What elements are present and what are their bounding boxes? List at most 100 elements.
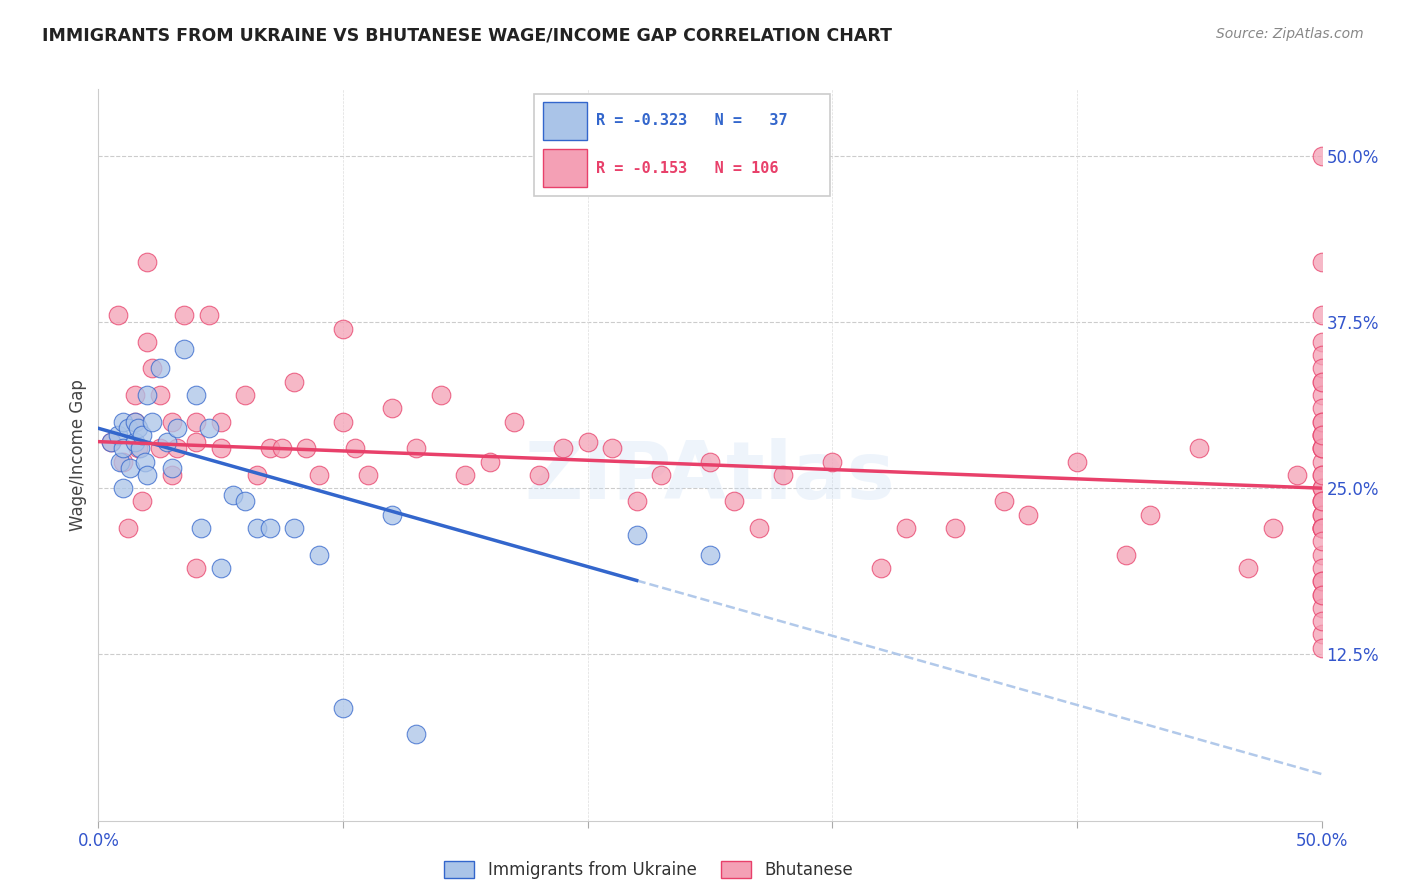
Point bbox=[160, 415, 183, 429]
Point bbox=[209, 561, 232, 575]
Point bbox=[1310, 561, 1333, 575]
Point bbox=[111, 415, 134, 429]
Point bbox=[1310, 508, 1333, 522]
Point bbox=[626, 494, 648, 508]
Point bbox=[1310, 428, 1333, 442]
Point bbox=[1310, 508, 1333, 522]
Point bbox=[160, 461, 183, 475]
Point bbox=[1310, 494, 1333, 508]
Point bbox=[246, 521, 269, 535]
Point bbox=[156, 434, 179, 449]
Point bbox=[295, 442, 318, 456]
Point bbox=[1310, 388, 1333, 402]
Point bbox=[136, 467, 159, 482]
Point bbox=[1310, 534, 1333, 549]
Point bbox=[1310, 149, 1333, 163]
Point bbox=[173, 342, 195, 356]
Point bbox=[1310, 428, 1333, 442]
Point bbox=[332, 415, 354, 429]
Point bbox=[131, 494, 153, 508]
Point bbox=[943, 521, 966, 535]
FancyBboxPatch shape bbox=[534, 94, 830, 196]
Point bbox=[1139, 508, 1161, 522]
Point bbox=[110, 454, 132, 468]
Point bbox=[1017, 508, 1039, 522]
Point bbox=[149, 388, 172, 402]
Point bbox=[136, 255, 159, 269]
Point bbox=[405, 442, 427, 456]
Point bbox=[197, 421, 219, 435]
Point bbox=[1310, 494, 1333, 508]
Point bbox=[1310, 614, 1333, 628]
Point bbox=[748, 521, 770, 535]
Point bbox=[308, 548, 330, 562]
Point bbox=[127, 421, 149, 435]
Point bbox=[332, 700, 354, 714]
Point bbox=[1310, 375, 1333, 389]
Point bbox=[141, 361, 163, 376]
Point bbox=[111, 442, 134, 456]
Y-axis label: Wage/Income Gap: Wage/Income Gap bbox=[69, 379, 87, 531]
Point bbox=[1310, 415, 1333, 429]
Point bbox=[1310, 442, 1333, 456]
Point bbox=[1310, 442, 1333, 456]
Point bbox=[124, 434, 146, 449]
Point bbox=[127, 442, 149, 456]
Point bbox=[1310, 442, 1333, 456]
FancyBboxPatch shape bbox=[543, 102, 588, 140]
Point bbox=[100, 434, 122, 449]
Point bbox=[1310, 640, 1333, 655]
Point bbox=[576, 434, 599, 449]
Text: ZIPAtlas: ZIPAtlas bbox=[524, 438, 896, 516]
Point bbox=[166, 442, 188, 456]
Point bbox=[149, 442, 172, 456]
Point bbox=[772, 467, 794, 482]
Point bbox=[1310, 415, 1333, 429]
Point bbox=[1310, 574, 1333, 589]
Point bbox=[527, 467, 550, 482]
Point bbox=[283, 521, 305, 535]
Point bbox=[308, 467, 330, 482]
Point bbox=[186, 415, 208, 429]
Point bbox=[1237, 561, 1260, 575]
Point bbox=[381, 508, 404, 522]
Point bbox=[1310, 454, 1333, 468]
Point bbox=[160, 467, 183, 482]
Point bbox=[626, 527, 648, 541]
Point bbox=[1310, 255, 1333, 269]
Point bbox=[1310, 588, 1333, 602]
Point bbox=[1310, 521, 1333, 535]
Point bbox=[503, 415, 526, 429]
Point bbox=[124, 415, 146, 429]
Point bbox=[173, 308, 195, 322]
Point bbox=[381, 401, 404, 416]
Point bbox=[1310, 428, 1333, 442]
Point bbox=[186, 434, 208, 449]
Point bbox=[186, 388, 208, 402]
Point bbox=[821, 454, 844, 468]
Point bbox=[344, 442, 367, 456]
Point bbox=[405, 727, 427, 741]
Point bbox=[1310, 588, 1333, 602]
Point bbox=[1188, 442, 1211, 456]
Point bbox=[166, 421, 188, 435]
Point bbox=[1310, 348, 1333, 362]
Point bbox=[259, 442, 281, 456]
Point bbox=[650, 467, 672, 482]
Point bbox=[136, 388, 159, 402]
Point bbox=[1310, 308, 1333, 322]
Point bbox=[1310, 521, 1333, 535]
Point bbox=[233, 494, 256, 508]
Point bbox=[209, 415, 232, 429]
Point bbox=[1286, 467, 1309, 482]
Point bbox=[1310, 521, 1333, 535]
Point bbox=[1261, 521, 1284, 535]
Point bbox=[894, 521, 917, 535]
Text: R = -0.323   N =   37: R = -0.323 N = 37 bbox=[596, 113, 787, 128]
Point bbox=[107, 428, 129, 442]
Point bbox=[600, 442, 623, 456]
Point bbox=[141, 415, 163, 429]
Point bbox=[870, 561, 893, 575]
Point bbox=[246, 467, 269, 482]
Point bbox=[356, 467, 378, 482]
